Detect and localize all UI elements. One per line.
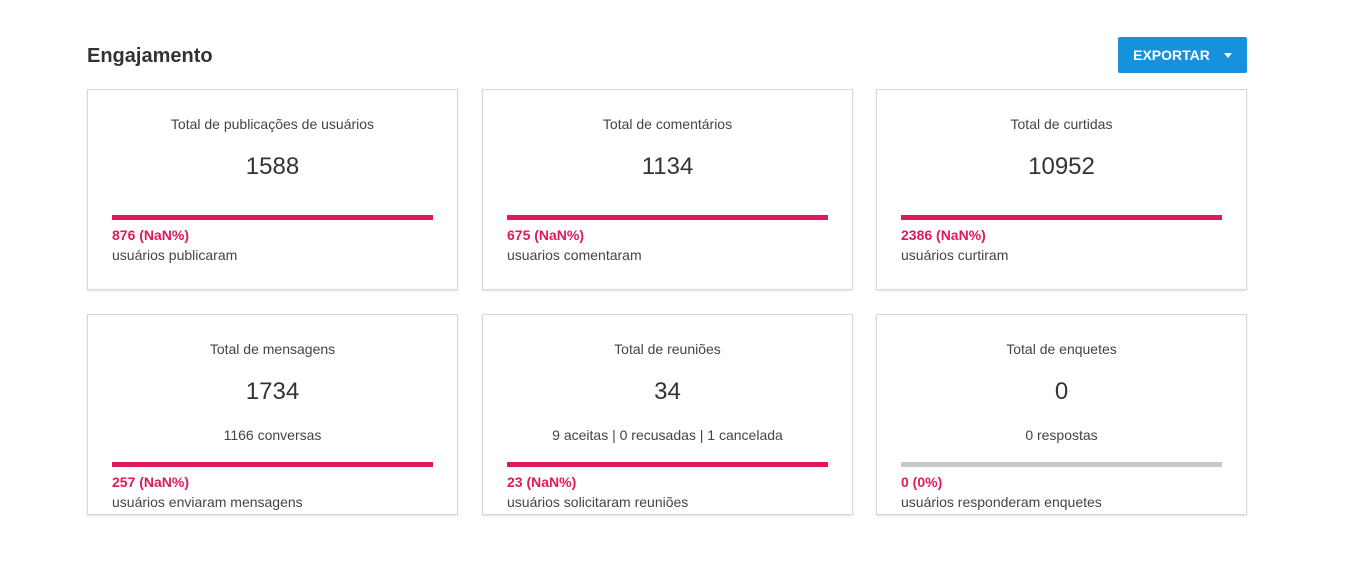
stat-card: Total de mensagens 1734 1166 conversas 257 … — [87, 314, 458, 515]
card-subtitle: 0 respostas — [1025, 427, 1098, 443]
progress-bar — [507, 462, 828, 467]
card-stat-label: usuários curtiram — [901, 247, 1009, 263]
stat-card: Total de comentários 1134 675 (NaN%) usuari… — [482, 89, 853, 290]
card-title: Total de reuniões — [614, 341, 721, 357]
progress-bar — [112, 215, 433, 220]
card-title: Total de comentários — [602, 116, 733, 132]
card-value: 34 — [654, 378, 681, 405]
card-stat: 876 (NaN%) — [112, 227, 190, 243]
stat-card: Total de reuniões 34 9 aceitas | 0 recusad… — [482, 314, 853, 515]
card-subtitle: 9 aceitas | 0 recusadas | 1 cancelada — [552, 427, 783, 443]
card-subtitle: 1166 conversas — [223, 427, 322, 443]
card-stat-label: usuários publicaram — [112, 247, 238, 263]
card-stat-label: usuários solicitaram reuniões — [507, 494, 689, 510]
progress-bar — [112, 462, 433, 467]
button-label[interactable]: EXPORTAR — [1133, 47, 1210, 63]
progress-bar — [901, 462, 1222, 467]
progress-bar — [901, 215, 1222, 220]
progress-bar — [507, 215, 828, 220]
card-stat-label: usuários enviaram mensagens — [112, 494, 303, 510]
card-title: Total de curtidas — [1010, 116, 1113, 132]
card-title: Total de enquetes — [1006, 341, 1117, 357]
stat-card: Total de curtidas 10952 2386 (NaN%) usuário… — [876, 89, 1247, 290]
card-stat: 0 (0%) — [901, 474, 943, 490]
card-value: 1134 — [641, 153, 694, 180]
card-stat: 675 (NaN%) — [507, 227, 585, 243]
card-value: 1588 — [245, 153, 300, 180]
card-value: 1734 — [245, 378, 300, 405]
card-stat-label: usuários responderam enquetes — [901, 494, 1102, 510]
card-title: Total de mensagens — [209, 341, 336, 357]
stat-card: Total de publicações de usuários 1588 876 … — [87, 89, 458, 290]
card-value: 10952 — [1028, 153, 1095, 180]
stat-card: Total de enquetes 0 0 respostas 0 (0%) usuár… — [876, 314, 1247, 515]
card-stat-label: usuarios comentaram — [507, 247, 642, 263]
card-stat: 257 (NaN%) — [112, 474, 190, 490]
section-title: Engajamento — [87, 45, 213, 67]
card-stat: 23 (NaN%) — [507, 474, 577, 490]
dropdown-caret[interactable] — [1223, 52, 1232, 58]
card-title: Total de publicações de usuários — [170, 116, 375, 132]
card-stat: 2386 (NaN%) — [901, 227, 986, 243]
card-value: 0 — [1054, 378, 1069, 405]
export-button[interactable]: EXPORTAR — [1118, 37, 1247, 73]
